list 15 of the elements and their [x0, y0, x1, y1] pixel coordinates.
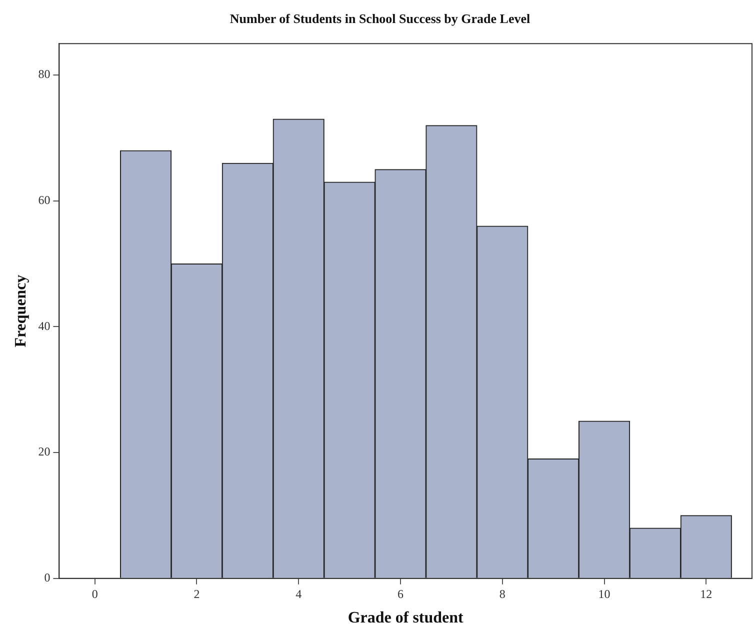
- x-tick-label: 12: [700, 586, 712, 601]
- x-tick-label: 4: [296, 586, 302, 601]
- y-tick-label: 20: [38, 444, 50, 459]
- y-tick-label: 60: [38, 193, 50, 208]
- y-tick-label: 80: [38, 67, 50, 82]
- x-tick-label: 8: [499, 586, 506, 601]
- y-tick-label: 0: [44, 570, 50, 585]
- y-axis-title: Frequency: [12, 274, 30, 348]
- x-tick-label: 2: [194, 586, 200, 601]
- x-tick-label: 0: [92, 586, 98, 601]
- x-axis-title: Grade of student: [348, 610, 464, 627]
- chart-title: Number of Students in School Success by Grade Level: [230, 11, 530, 26]
- x-tick-label: 6: [398, 586, 404, 601]
- x-tick-label: 10: [598, 586, 610, 601]
- y-tick-label: 40: [38, 318, 50, 333]
